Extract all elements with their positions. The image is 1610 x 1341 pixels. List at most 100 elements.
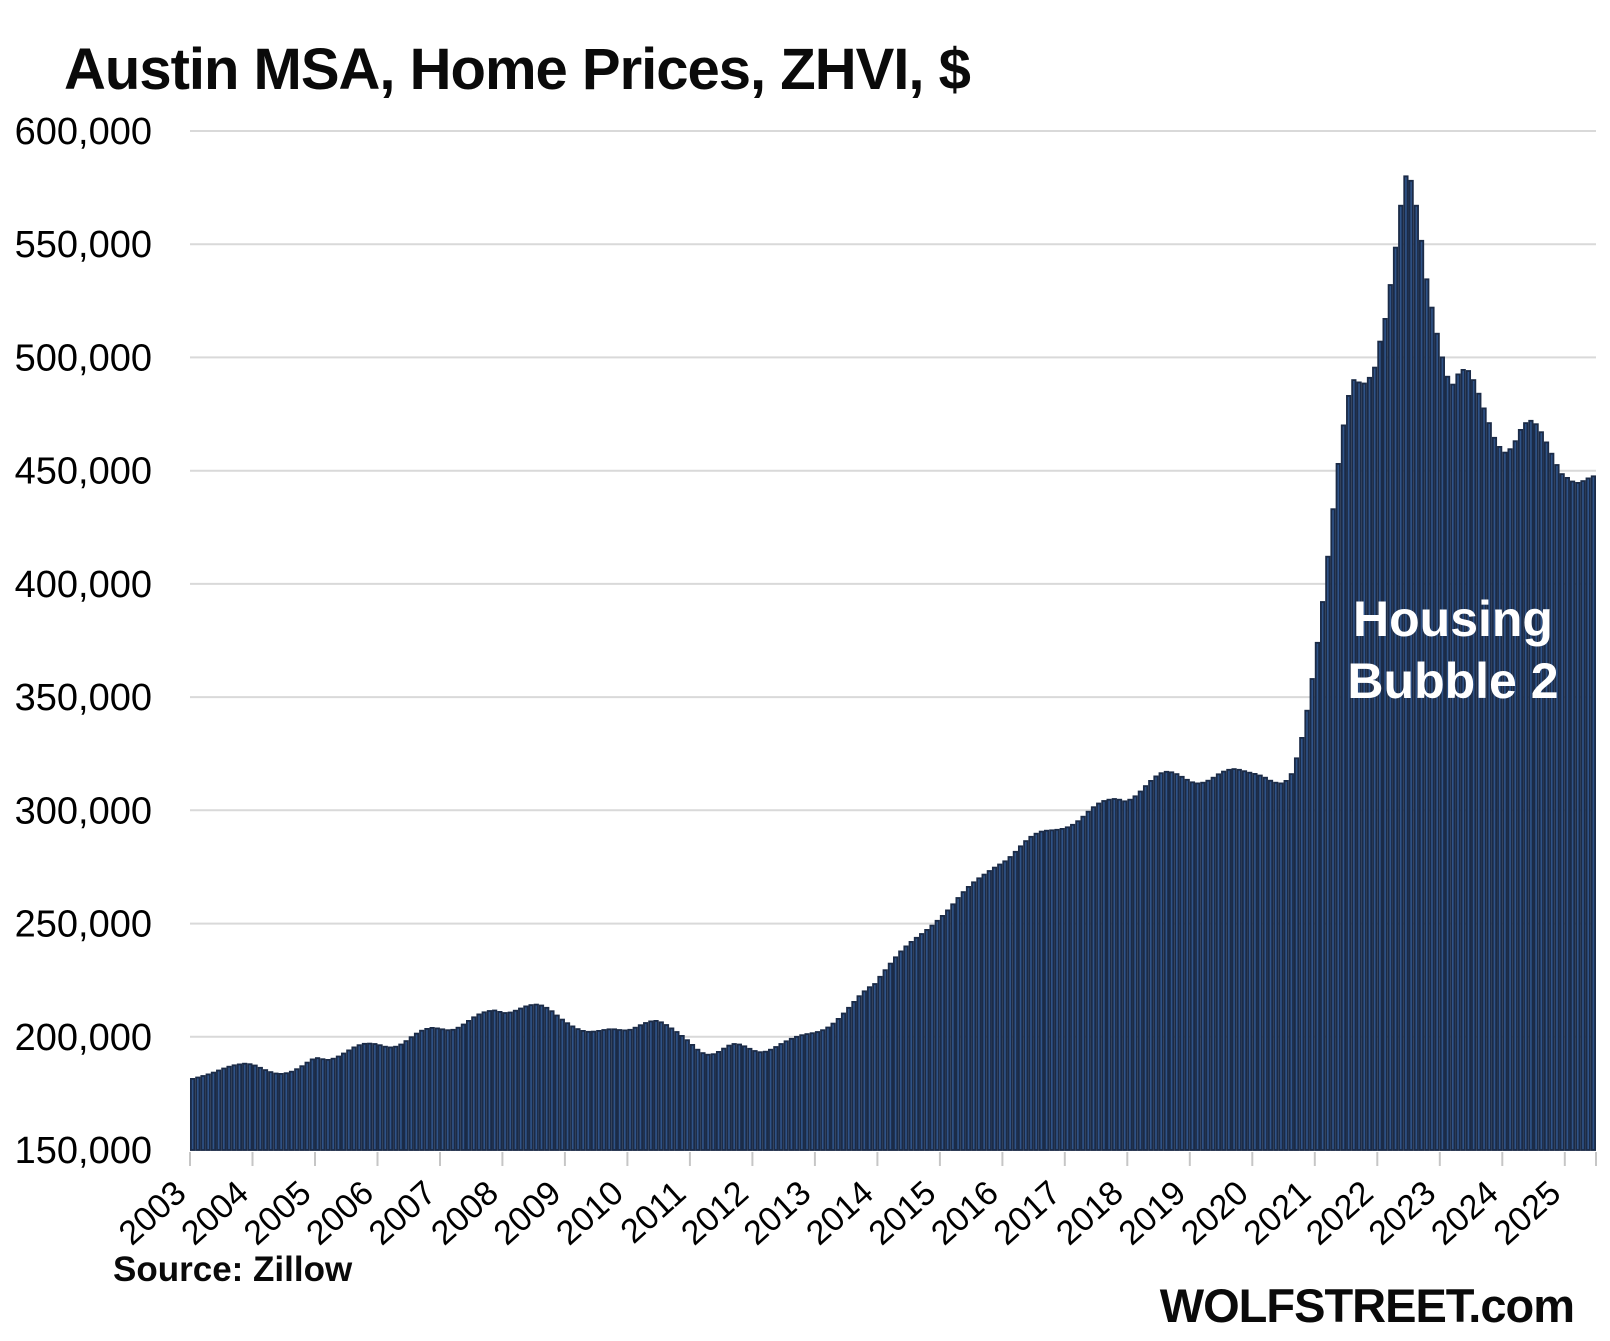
bar — [971, 881, 977, 1151]
bar — [309, 1058, 315, 1151]
bar — [570, 1025, 576, 1151]
x-axis-label: 2024 — [1424, 1174, 1506, 1253]
bar — [643, 1022, 649, 1151]
bar — [471, 1016, 477, 1151]
bar — [1273, 781, 1279, 1151]
bar — [1377, 340, 1383, 1151]
bar — [851, 1001, 857, 1151]
bar — [1559, 473, 1565, 1151]
bar — [1059, 828, 1065, 1151]
bar — [1429, 306, 1435, 1151]
bar — [596, 1030, 602, 1151]
y-axis-label: 150,000 — [15, 1130, 152, 1172]
bar — [481, 1011, 487, 1151]
bar — [1403, 175, 1409, 1151]
bar — [741, 1045, 748, 1151]
bar — [1512, 440, 1518, 1151]
bar — [403, 1040, 409, 1151]
bar — [934, 919, 940, 1151]
bar — [991, 866, 998, 1151]
bar — [939, 915, 946, 1151]
bar — [617, 1029, 623, 1151]
bar — [1533, 423, 1539, 1151]
bar — [960, 891, 966, 1151]
x-axis-label: 2020 — [1174, 1174, 1256, 1253]
bar — [1096, 802, 1102, 1151]
bar — [606, 1028, 612, 1151]
bar — [564, 1022, 571, 1151]
bar — [976, 877, 982, 1151]
bar — [205, 1073, 211, 1151]
bar — [1299, 737, 1305, 1151]
x-axis-label: 2014 — [799, 1174, 881, 1253]
bar — [1325, 555, 1331, 1151]
bar — [1070, 823, 1076, 1151]
annotation-line-2: Bubble 2 — [1347, 653, 1559, 709]
bar — [1382, 317, 1388, 1151]
y-axis-label: 550,000 — [15, 224, 152, 266]
x-axis-label: 2013 — [737, 1174, 819, 1253]
bar — [476, 1013, 482, 1151]
bar — [689, 1044, 696, 1151]
bar — [1241, 770, 1248, 1151]
bar — [314, 1057, 321, 1151]
bar — [1543, 441, 1550, 1151]
bar — [257, 1066, 263, 1151]
bar — [1106, 798, 1112, 1151]
bar — [247, 1063, 253, 1151]
bar — [1293, 757, 1300, 1151]
bar — [1361, 382, 1367, 1151]
bar — [1288, 773, 1294, 1151]
x-axis-ticks — [189, 1152, 1597, 1166]
bar — [1398, 204, 1404, 1151]
bar — [1085, 810, 1091, 1151]
bar — [1455, 373, 1461, 1151]
bar — [637, 1024, 644, 1151]
bar — [1205, 779, 1211, 1151]
bar — [554, 1014, 560, 1151]
x-axis-label: 2008 — [424, 1174, 506, 1253]
bar — [1439, 356, 1445, 1151]
bar — [1549, 452, 1555, 1151]
bar — [1127, 798, 1133, 1151]
x-axis-label: 2025 — [1487, 1174, 1569, 1253]
bar — [663, 1024, 670, 1151]
bar — [1476, 392, 1482, 1151]
bar — [382, 1045, 388, 1151]
bar — [398, 1043, 404, 1151]
bar — [1257, 774, 1263, 1151]
bar — [299, 1065, 305, 1151]
bar — [1122, 800, 1128, 1151]
bar — [1538, 431, 1544, 1151]
bar — [773, 1046, 779, 1151]
bar — [1195, 782, 1201, 1151]
bar — [1356, 381, 1362, 1151]
bar — [1528, 419, 1534, 1151]
bar — [226, 1065, 232, 1151]
bar — [1460, 368, 1466, 1151]
bar — [1507, 448, 1513, 1151]
x-axis-label: 2005 — [237, 1174, 319, 1253]
bar — [367, 1042, 373, 1151]
bar — [762, 1050, 769, 1151]
bar — [986, 870, 992, 1151]
bar — [1080, 815, 1086, 1151]
bar — [429, 1027, 435, 1151]
bar — [1111, 798, 1117, 1151]
bar — [1168, 771, 1175, 1151]
bar — [955, 897, 961, 1151]
bar — [861, 990, 867, 1151]
bar — [1028, 835, 1034, 1151]
bar — [658, 1021, 664, 1151]
source-label: Source: Zillow — [113, 1250, 353, 1289]
bar — [1372, 366, 1378, 1151]
bar — [575, 1028, 581, 1151]
bar — [1215, 773, 1222, 1151]
bar — [1590, 475, 1596, 1151]
bar — [1267, 779, 1274, 1151]
bar-series — [189, 175, 1596, 1151]
x-axis-label: 2007 — [362, 1174, 444, 1253]
bar — [1179, 775, 1185, 1151]
bar — [283, 1072, 289, 1151]
